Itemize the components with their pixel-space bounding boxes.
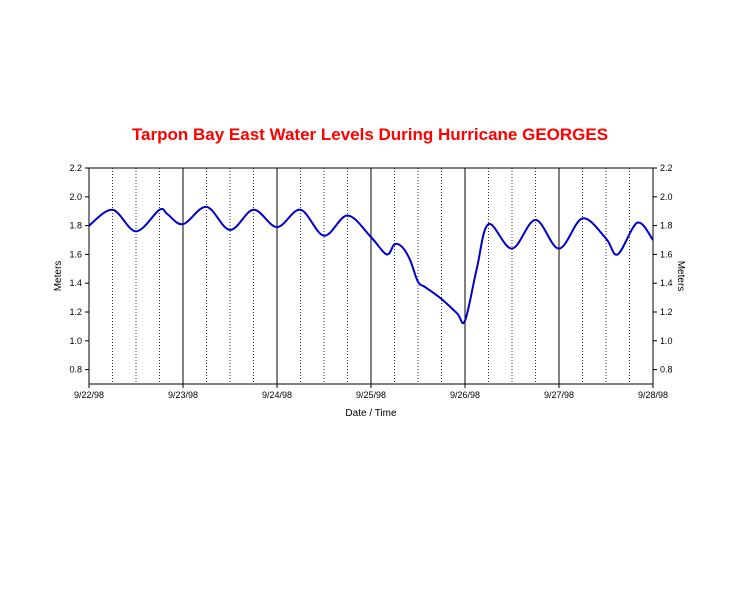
x-tick-label: 9/27/98	[544, 390, 574, 400]
x-tick-label: 9/26/98	[450, 390, 480, 400]
y-tick-label-left: 1.6	[69, 249, 82, 259]
y-tick-label-left: 1.2	[69, 307, 82, 317]
y-axis-right: 0.8 1.0 1.2 1.4 1.6 1.8 2.0 2.2	[653, 163, 673, 375]
y-tick-label-left: 2.0	[69, 192, 82, 202]
y-tick-label-right: 1.8	[660, 221, 673, 231]
y-tick-label-right: 1.6	[660, 249, 673, 259]
y-tick-label-right: 1.4	[660, 278, 673, 288]
y-tick-label-right: 1.0	[660, 336, 673, 346]
water-level-series-line	[88, 205, 654, 325]
chart-grid	[112, 168, 630, 384]
y-tick-label-left: 0.8	[69, 365, 82, 375]
y-tick-label-right: 0.8	[660, 365, 673, 375]
y-axis-label-left: Meters	[53, 261, 64, 292]
y-tick-label-left: 1.8	[69, 221, 82, 231]
y-axis-label-right: Meters	[675, 261, 686, 292]
series-group	[88, 205, 654, 325]
x-tick-label: 9/25/98	[356, 390, 386, 400]
y-tick-label-right: 1.2	[660, 307, 673, 317]
y-tick-label-left: 1.0	[69, 336, 82, 346]
y-tick-label-left: 1.4	[69, 278, 82, 288]
x-tick-label: 9/23/98	[168, 390, 198, 400]
x-axis-label: Date / Time	[345, 408, 397, 419]
x-tick-label: 9/28/98	[638, 390, 668, 400]
chart-title: Tarpon Bay East Water Levels During Hurr…	[131, 125, 609, 144]
x-axis: 9/22/98 9/23/98 9/24/98 9/25/98 9/26/98 9/27/…	[74, 384, 668, 400]
x-tick-label: 9/24/98	[262, 390, 292, 400]
y-axis-left: 0.8 1.0 1.2 1.4 1.6 1.8 2.0 2.2	[69, 163, 89, 375]
x-tick-label: 9/22/98	[74, 390, 104, 400]
y-tick-label-right: 2.0	[660, 192, 673, 202]
y-tick-label-left: 2.2	[69, 163, 82, 173]
y-tick-label-right: 2.2	[660, 163, 673, 173]
